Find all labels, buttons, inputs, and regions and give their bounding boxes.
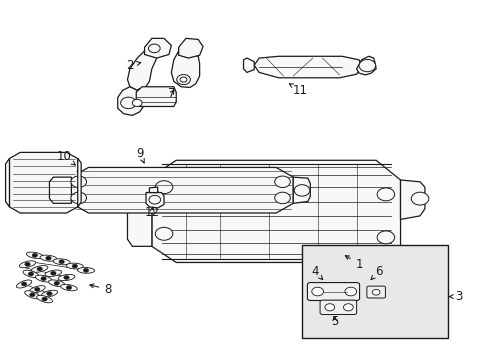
Text: 3: 3 xyxy=(448,290,462,303)
Circle shape xyxy=(35,287,40,291)
Circle shape xyxy=(66,285,72,289)
Circle shape xyxy=(343,304,352,311)
Circle shape xyxy=(410,192,428,205)
Circle shape xyxy=(180,77,186,82)
Circle shape xyxy=(41,276,46,281)
Ellipse shape xyxy=(26,252,43,258)
Polygon shape xyxy=(78,158,81,207)
Polygon shape xyxy=(71,167,293,213)
Circle shape xyxy=(376,188,394,201)
Circle shape xyxy=(274,192,290,204)
Circle shape xyxy=(155,227,172,240)
Text: 9: 9 xyxy=(136,147,144,163)
Polygon shape xyxy=(152,160,400,262)
Polygon shape xyxy=(127,51,157,90)
Text: 4: 4 xyxy=(311,265,322,280)
Circle shape xyxy=(32,253,38,257)
Circle shape xyxy=(344,287,356,296)
Polygon shape xyxy=(9,152,78,213)
Circle shape xyxy=(311,287,323,296)
Circle shape xyxy=(30,293,35,297)
Polygon shape xyxy=(293,177,310,203)
Ellipse shape xyxy=(29,285,45,293)
Circle shape xyxy=(121,97,136,109)
Ellipse shape xyxy=(77,267,94,273)
Polygon shape xyxy=(136,87,176,107)
FancyBboxPatch shape xyxy=(366,286,385,298)
Polygon shape xyxy=(178,39,203,58)
Ellipse shape xyxy=(23,270,39,278)
Ellipse shape xyxy=(17,280,32,288)
Polygon shape xyxy=(149,187,158,193)
Circle shape xyxy=(37,267,42,271)
Circle shape xyxy=(71,192,86,204)
Polygon shape xyxy=(254,56,361,78)
Bar xyxy=(302,244,447,338)
FancyBboxPatch shape xyxy=(320,300,356,315)
Text: 7: 7 xyxy=(167,87,175,100)
Circle shape xyxy=(148,44,160,53)
Circle shape xyxy=(54,281,60,285)
Circle shape xyxy=(149,195,160,204)
Circle shape xyxy=(325,304,334,311)
Ellipse shape xyxy=(20,261,36,268)
Polygon shape xyxy=(49,177,71,203)
Ellipse shape xyxy=(31,266,48,272)
Ellipse shape xyxy=(53,259,70,265)
Polygon shape xyxy=(144,39,171,58)
Ellipse shape xyxy=(61,284,77,291)
Circle shape xyxy=(63,275,69,280)
FancyBboxPatch shape xyxy=(307,283,359,301)
Circle shape xyxy=(72,264,78,268)
Circle shape xyxy=(376,231,394,244)
Text: 5: 5 xyxy=(330,315,338,328)
Ellipse shape xyxy=(40,255,57,261)
Circle shape xyxy=(46,256,51,260)
Circle shape xyxy=(42,297,47,301)
Text: 6: 6 xyxy=(370,265,382,280)
Ellipse shape xyxy=(35,275,52,282)
Circle shape xyxy=(51,271,56,275)
Polygon shape xyxy=(146,193,163,208)
Ellipse shape xyxy=(37,295,52,303)
Text: 2: 2 xyxy=(126,59,141,72)
Circle shape xyxy=(59,260,64,264)
Polygon shape xyxy=(127,176,152,246)
Circle shape xyxy=(294,185,309,196)
Polygon shape xyxy=(5,158,9,207)
Polygon shape xyxy=(118,87,144,116)
Circle shape xyxy=(28,272,34,276)
Text: 8: 8 xyxy=(90,283,111,296)
Polygon shape xyxy=(243,58,254,72)
Text: 10: 10 xyxy=(57,150,75,165)
Circle shape xyxy=(371,289,379,295)
Ellipse shape xyxy=(41,290,58,297)
Circle shape xyxy=(83,268,89,273)
Circle shape xyxy=(358,59,375,72)
Polygon shape xyxy=(356,56,375,75)
Circle shape xyxy=(274,176,290,188)
Ellipse shape xyxy=(58,274,75,281)
Text: 11: 11 xyxy=(289,84,307,97)
Circle shape xyxy=(47,292,52,296)
Polygon shape xyxy=(171,51,199,87)
Circle shape xyxy=(21,282,27,286)
Circle shape xyxy=(155,181,172,194)
Ellipse shape xyxy=(66,263,83,269)
Circle shape xyxy=(71,176,86,188)
Circle shape xyxy=(176,75,190,85)
Circle shape xyxy=(25,262,30,266)
Text: 1: 1 xyxy=(345,256,362,271)
Ellipse shape xyxy=(45,270,61,276)
Ellipse shape xyxy=(48,280,65,287)
Polygon shape xyxy=(400,180,424,220)
Text: 12: 12 xyxy=(144,206,159,219)
Circle shape xyxy=(132,99,142,107)
Ellipse shape xyxy=(25,291,40,299)
